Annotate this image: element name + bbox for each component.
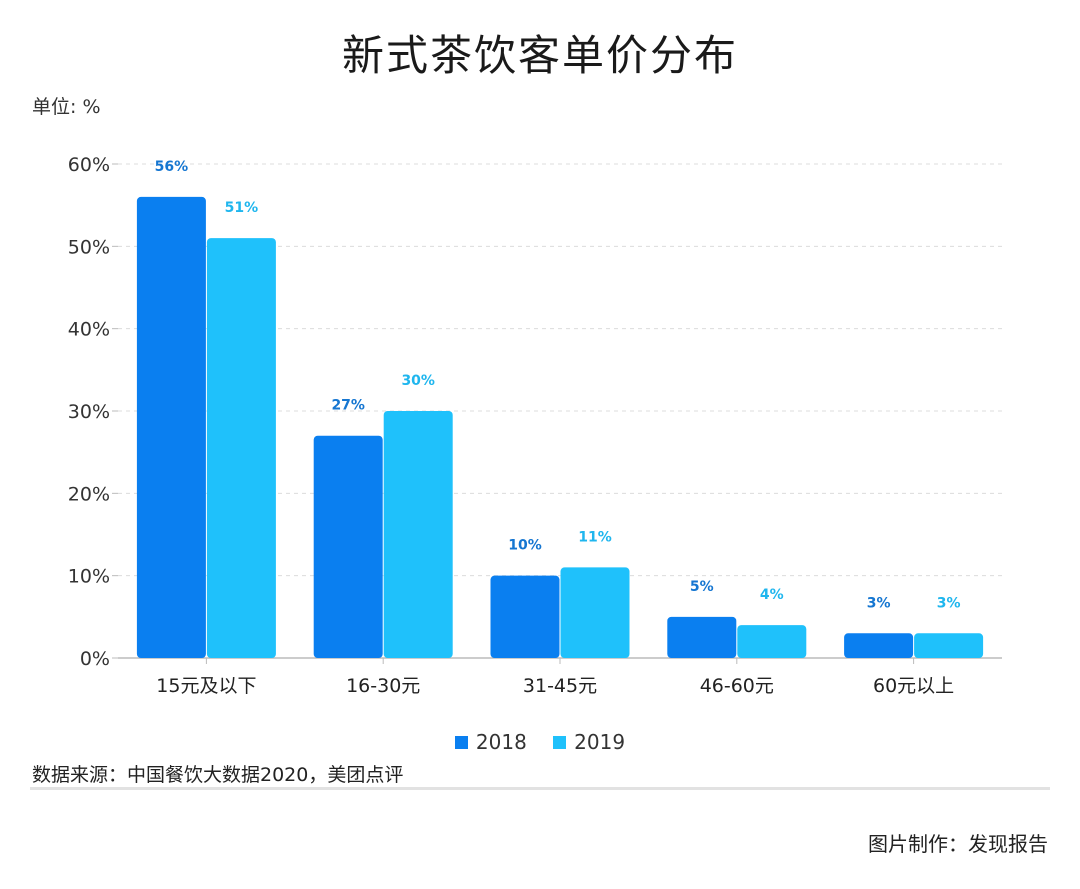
x-tick-label: 46-60元 [700,675,774,697]
bar-2019-0 [206,238,276,658]
y-tick-label: 10% [68,566,110,588]
legend-swatch-2018 [454,735,468,749]
y-tick-label: 20% [68,483,110,505]
data-label-2019-3: 4% [760,587,784,603]
bar-2018-3 [667,616,737,658]
y-tick-label: 40% [68,319,110,341]
data-labels: 56% 51% 27% 30% 10% 11% 5% 4% 3% 3% [155,159,961,611]
image-credit: 图片制作：发现报告 [868,832,1048,856]
bar-chart: 0%10%20%30%40%50%60% 56%51%27%30%10%11%5… [68,154,1002,697]
unit-label: 单位: % [32,96,101,118]
data-label-2018-4: 3% [867,595,891,611]
y-tick-label: 60% [68,154,110,176]
legend-swatch-2019 [553,735,567,749]
bar-2019-1 [383,411,453,658]
data-label-2018-0: 56% [155,159,189,175]
y-tick-label: 0% [80,648,110,670]
bars [136,196,984,658]
bar-2018-4 [844,633,914,658]
data-label-2018-1: 27% [331,398,365,414]
legend-item-2018: 2018 [454,729,527,754]
legend-label-2018: 2018 [475,729,527,754]
data-label-2019-0: 51% [225,200,259,216]
data-label-2018-3: 5% [690,579,714,595]
x-tick-label: 31-45元 [523,675,597,697]
x-tick-label: 16-30元 [346,675,420,697]
bar-2019-4 [914,633,984,658]
legend-item-2019: 2019 [553,730,625,754]
y-tick-label: 30% [68,401,110,423]
data-label-2019-2: 11% [578,529,612,545]
x-tick-label: 15元及以下 [156,675,256,697]
data-label-2018-2: 10% [508,538,542,554]
data-source: 数据来源：中国餐饮大数据2020，美团点评 [32,764,404,786]
divider [30,787,1050,790]
data-label-2019-1: 30% [401,373,435,389]
legend: 2018 2019 [0,728,1080,754]
bar-2018-0 [136,196,206,658]
bar-2018-1 [313,435,383,658]
x-axis: 15元及以下 16-30元 31-45元 46-60元 60元以上 [156,658,954,697]
y-tick-label: 50% [68,236,110,258]
chart-title: 新式茶饮客单价分布 [341,31,738,80]
bar-2018-2 [490,575,560,658]
bar-2019-3 [737,625,807,658]
legend-label-2019: 2019 [574,729,626,754]
bar-2019-2 [560,567,630,658]
x-tick-label: 60元以上 [873,675,954,697]
data-label-2019-4: 3% [937,595,961,611]
